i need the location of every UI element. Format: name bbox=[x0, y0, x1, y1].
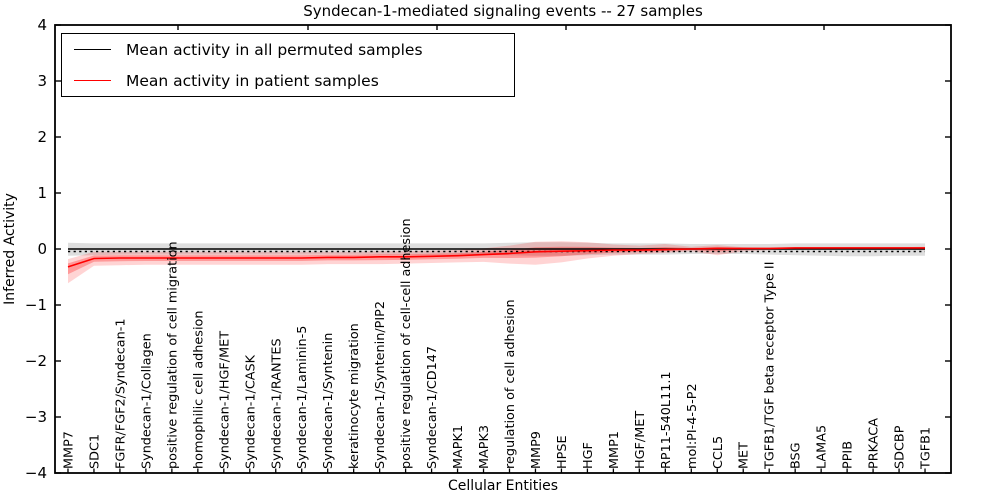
legend: Mean activity in all permuted samples Me… bbox=[61, 33, 515, 97]
y-tick-label: 4 bbox=[37, 16, 47, 34]
y-tick-label: −4 bbox=[25, 464, 47, 482]
legend-item-patient: Mean activity in patient samples bbox=[62, 72, 514, 90]
x-tick-label: MMP9 bbox=[529, 431, 544, 469]
y-axis-title: Inferred Activity bbox=[2, 193, 18, 305]
x-tick-label: TGFB1/TGF beta receptor Type II bbox=[763, 262, 778, 470]
y-tick-label: −3 bbox=[25, 408, 47, 426]
x-tick-label: Syndecan-1/Collagen bbox=[139, 333, 154, 469]
x-tick-label: Syndecan-1/HGF/MET bbox=[217, 331, 232, 469]
y-tick-label: 3 bbox=[37, 72, 47, 90]
x-tick-label: PRKACA bbox=[867, 418, 882, 469]
x-tick-label: Syndecan-1/RANTES bbox=[269, 338, 284, 469]
x-tick-label: RP11-540L11.1 bbox=[659, 371, 674, 469]
x-tick-label: FGFR/FGF2/Syndecan-1 bbox=[113, 319, 128, 469]
x-tick-label: Syndecan-1/CD147 bbox=[425, 346, 440, 469]
x-tick-label: SDCBP bbox=[893, 425, 908, 469]
y-tick-label: −1 bbox=[25, 296, 47, 314]
patient-range-band-outer bbox=[68, 241, 925, 284]
patient-range-band-inner bbox=[68, 246, 925, 275]
x-tick-label: MMP7 bbox=[62, 431, 77, 469]
y-tick-label: 1 bbox=[37, 184, 47, 202]
x-tick-label: SDC1 bbox=[88, 434, 103, 469]
x-tick-label: CCL5 bbox=[711, 436, 726, 469]
x-tick-label: keratinocyte migration bbox=[347, 323, 362, 469]
x-tick-label: PPIB bbox=[841, 441, 856, 469]
legend-label-permuted: Mean activity in all permuted samples bbox=[126, 40, 423, 59]
x-tick-label: HGF/MET bbox=[633, 411, 648, 469]
x-tick-label: BSG bbox=[789, 442, 804, 469]
y-tick-label: −2 bbox=[25, 352, 47, 370]
x-tick-label: Syndecan-1/Laminin-5 bbox=[295, 326, 310, 469]
x-axis-title: Cellular Entities bbox=[447, 478, 559, 494]
x-tick-label: positive regulation of cell-cell adhesio… bbox=[399, 218, 414, 469]
x-tick-label: LAMA5 bbox=[815, 425, 830, 469]
x-tick-label: Syndecan-1/Syntenin/PIP2 bbox=[373, 301, 388, 469]
y-tick-label: 2 bbox=[37, 128, 47, 146]
x-tick-label: Syndecan-1/CASK bbox=[243, 354, 258, 469]
x-tick-label: MAPK1 bbox=[451, 425, 466, 469]
chart-title: Syndecan-1-mediated signaling events -- … bbox=[303, 2, 703, 20]
x-tick-label: MET bbox=[737, 442, 752, 469]
x-tick-label: mol:PI-4-5-P2 bbox=[685, 383, 700, 469]
y-tick-label: 0 bbox=[37, 240, 47, 258]
patient-mean-line bbox=[67, 247, 925, 268]
patient-line-swatch bbox=[74, 80, 111, 81]
x-tick-label: MAPK3 bbox=[477, 425, 492, 469]
permuted-line-swatch bbox=[74, 49, 111, 50]
x-tick-label: homophilic cell adhesion bbox=[191, 311, 206, 469]
x-tick-label: Syndecan-1/Syntenin bbox=[321, 333, 336, 469]
x-tick-label: HGF bbox=[581, 442, 596, 469]
x-tick-label: MMP1 bbox=[607, 431, 622, 469]
legend-label-patient: Mean activity in patient samples bbox=[126, 71, 379, 90]
legend-item-permuted: Mean activity in all permuted samples bbox=[62, 41, 514, 59]
x-tick-label: TGFB1 bbox=[919, 427, 934, 470]
x-tick-label: HPSE bbox=[555, 435, 570, 469]
x-tick-label: regulation of cell adhesion bbox=[503, 299, 518, 469]
x-tick-label: positive regulation of cell migration bbox=[165, 241, 180, 469]
